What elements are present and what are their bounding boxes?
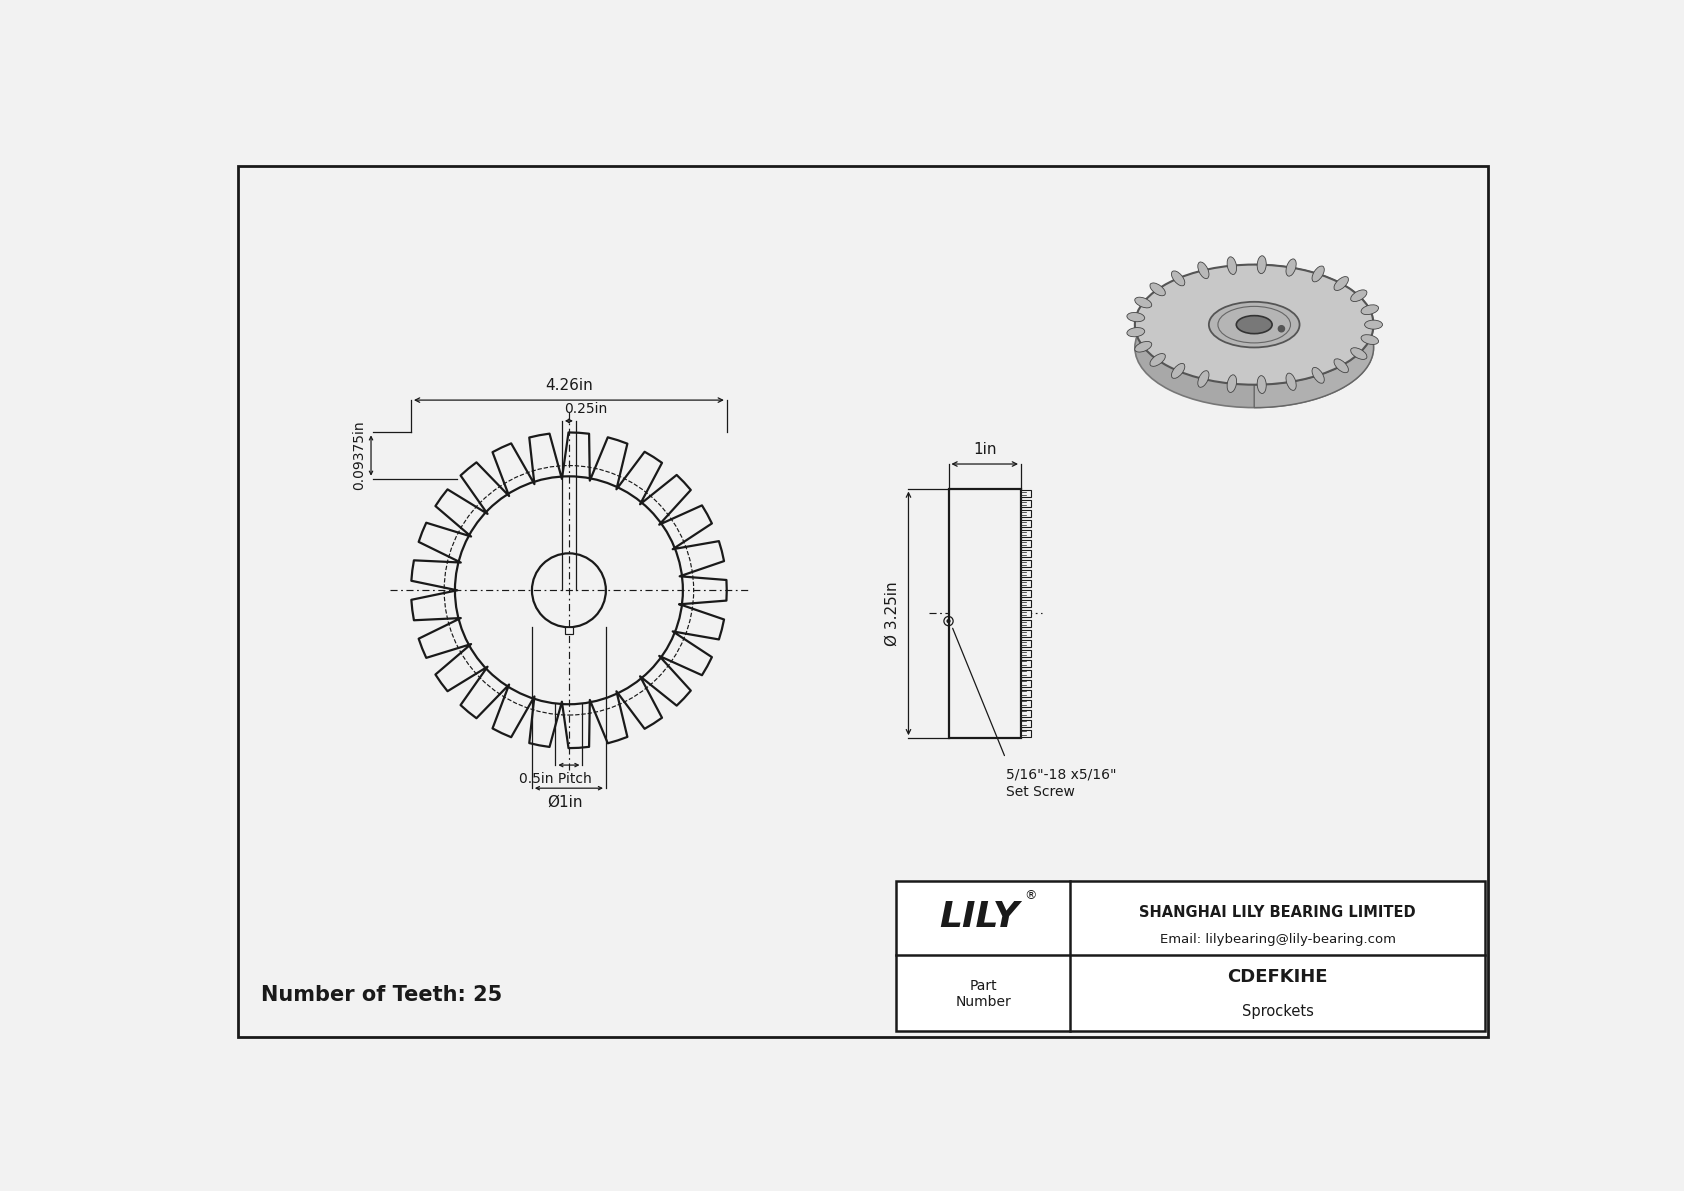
Bar xyxy=(1021,619,1031,626)
Ellipse shape xyxy=(1312,367,1324,384)
Bar xyxy=(1021,669,1031,676)
Bar xyxy=(1021,650,1031,657)
Polygon shape xyxy=(1255,301,1300,370)
Text: Ø1in: Ø1in xyxy=(547,796,583,810)
Text: SHANGHAI LILY BEARING LIMITED: SHANGHAI LILY BEARING LIMITED xyxy=(1140,905,1416,919)
Text: 4.26in: 4.26in xyxy=(546,379,593,393)
Circle shape xyxy=(1278,325,1285,332)
Ellipse shape xyxy=(1197,262,1209,279)
Ellipse shape xyxy=(1135,264,1374,385)
Ellipse shape xyxy=(1197,370,1209,387)
Bar xyxy=(1021,530,1031,537)
Text: 1in: 1in xyxy=(973,442,997,457)
Bar xyxy=(1021,580,1031,587)
Ellipse shape xyxy=(1258,256,1266,274)
Bar xyxy=(1021,520,1031,528)
Ellipse shape xyxy=(1351,289,1367,301)
Ellipse shape xyxy=(1287,258,1297,276)
Text: 0.5in Pitch: 0.5in Pitch xyxy=(519,772,593,786)
Bar xyxy=(1021,710,1031,717)
Text: LILY: LILY xyxy=(940,900,1019,935)
Ellipse shape xyxy=(1361,335,1379,344)
Bar xyxy=(1021,550,1031,557)
Bar xyxy=(1021,680,1031,687)
Ellipse shape xyxy=(1361,305,1379,314)
Bar xyxy=(1021,660,1031,667)
Ellipse shape xyxy=(1127,328,1145,337)
Ellipse shape xyxy=(1172,363,1186,379)
Bar xyxy=(1021,569,1031,578)
Text: Ø 3.25in: Ø 3.25in xyxy=(884,581,899,646)
Bar xyxy=(1021,590,1031,597)
Ellipse shape xyxy=(1351,348,1367,360)
Ellipse shape xyxy=(1135,287,1374,407)
Text: Set Screw: Set Screw xyxy=(1005,785,1074,799)
Text: Sprockets: Sprockets xyxy=(1241,1004,1314,1019)
Bar xyxy=(1021,510,1031,517)
Text: Part
Number: Part Number xyxy=(955,979,1010,1009)
Ellipse shape xyxy=(1258,375,1266,393)
Bar xyxy=(1021,560,1031,567)
Text: Number of Teeth: 25: Number of Teeth: 25 xyxy=(261,985,502,1005)
Text: 0.25in: 0.25in xyxy=(564,403,608,417)
Bar xyxy=(1021,730,1031,737)
Bar xyxy=(1021,690,1031,697)
Bar xyxy=(1021,699,1031,706)
Ellipse shape xyxy=(1228,375,1236,393)
Bar xyxy=(564,628,573,635)
Bar xyxy=(1021,640,1031,647)
Bar xyxy=(1021,540,1031,547)
Ellipse shape xyxy=(1127,312,1145,322)
Ellipse shape xyxy=(1135,342,1152,353)
Bar xyxy=(1021,630,1031,637)
Ellipse shape xyxy=(1287,373,1297,391)
Ellipse shape xyxy=(1209,301,1300,348)
Ellipse shape xyxy=(1135,298,1152,307)
Ellipse shape xyxy=(1150,354,1165,367)
Ellipse shape xyxy=(1364,320,1383,329)
Bar xyxy=(896,880,1485,1030)
Bar xyxy=(948,488,1021,738)
Ellipse shape xyxy=(1312,266,1324,282)
Bar xyxy=(1021,610,1031,617)
Text: 5/16"-18 x5/16": 5/16"-18 x5/16" xyxy=(1005,767,1116,781)
Ellipse shape xyxy=(1334,276,1349,291)
Text: ®: ® xyxy=(1024,890,1037,903)
Ellipse shape xyxy=(1172,270,1186,286)
Bar xyxy=(1021,500,1031,507)
Bar xyxy=(1021,719,1031,727)
Text: 0.09375in: 0.09375in xyxy=(352,420,367,491)
Text: CDEFKIHE: CDEFKIHE xyxy=(1228,968,1327,986)
Bar xyxy=(1021,600,1031,607)
Ellipse shape xyxy=(1228,257,1236,274)
Polygon shape xyxy=(1255,264,1374,407)
Circle shape xyxy=(946,619,950,623)
Text: Email: lilybearing@lily-bearing.com: Email: lilybearing@lily-bearing.com xyxy=(1160,933,1396,946)
Ellipse shape xyxy=(1334,358,1349,373)
Ellipse shape xyxy=(1236,316,1271,333)
Bar xyxy=(1021,490,1031,497)
Ellipse shape xyxy=(1150,283,1165,295)
